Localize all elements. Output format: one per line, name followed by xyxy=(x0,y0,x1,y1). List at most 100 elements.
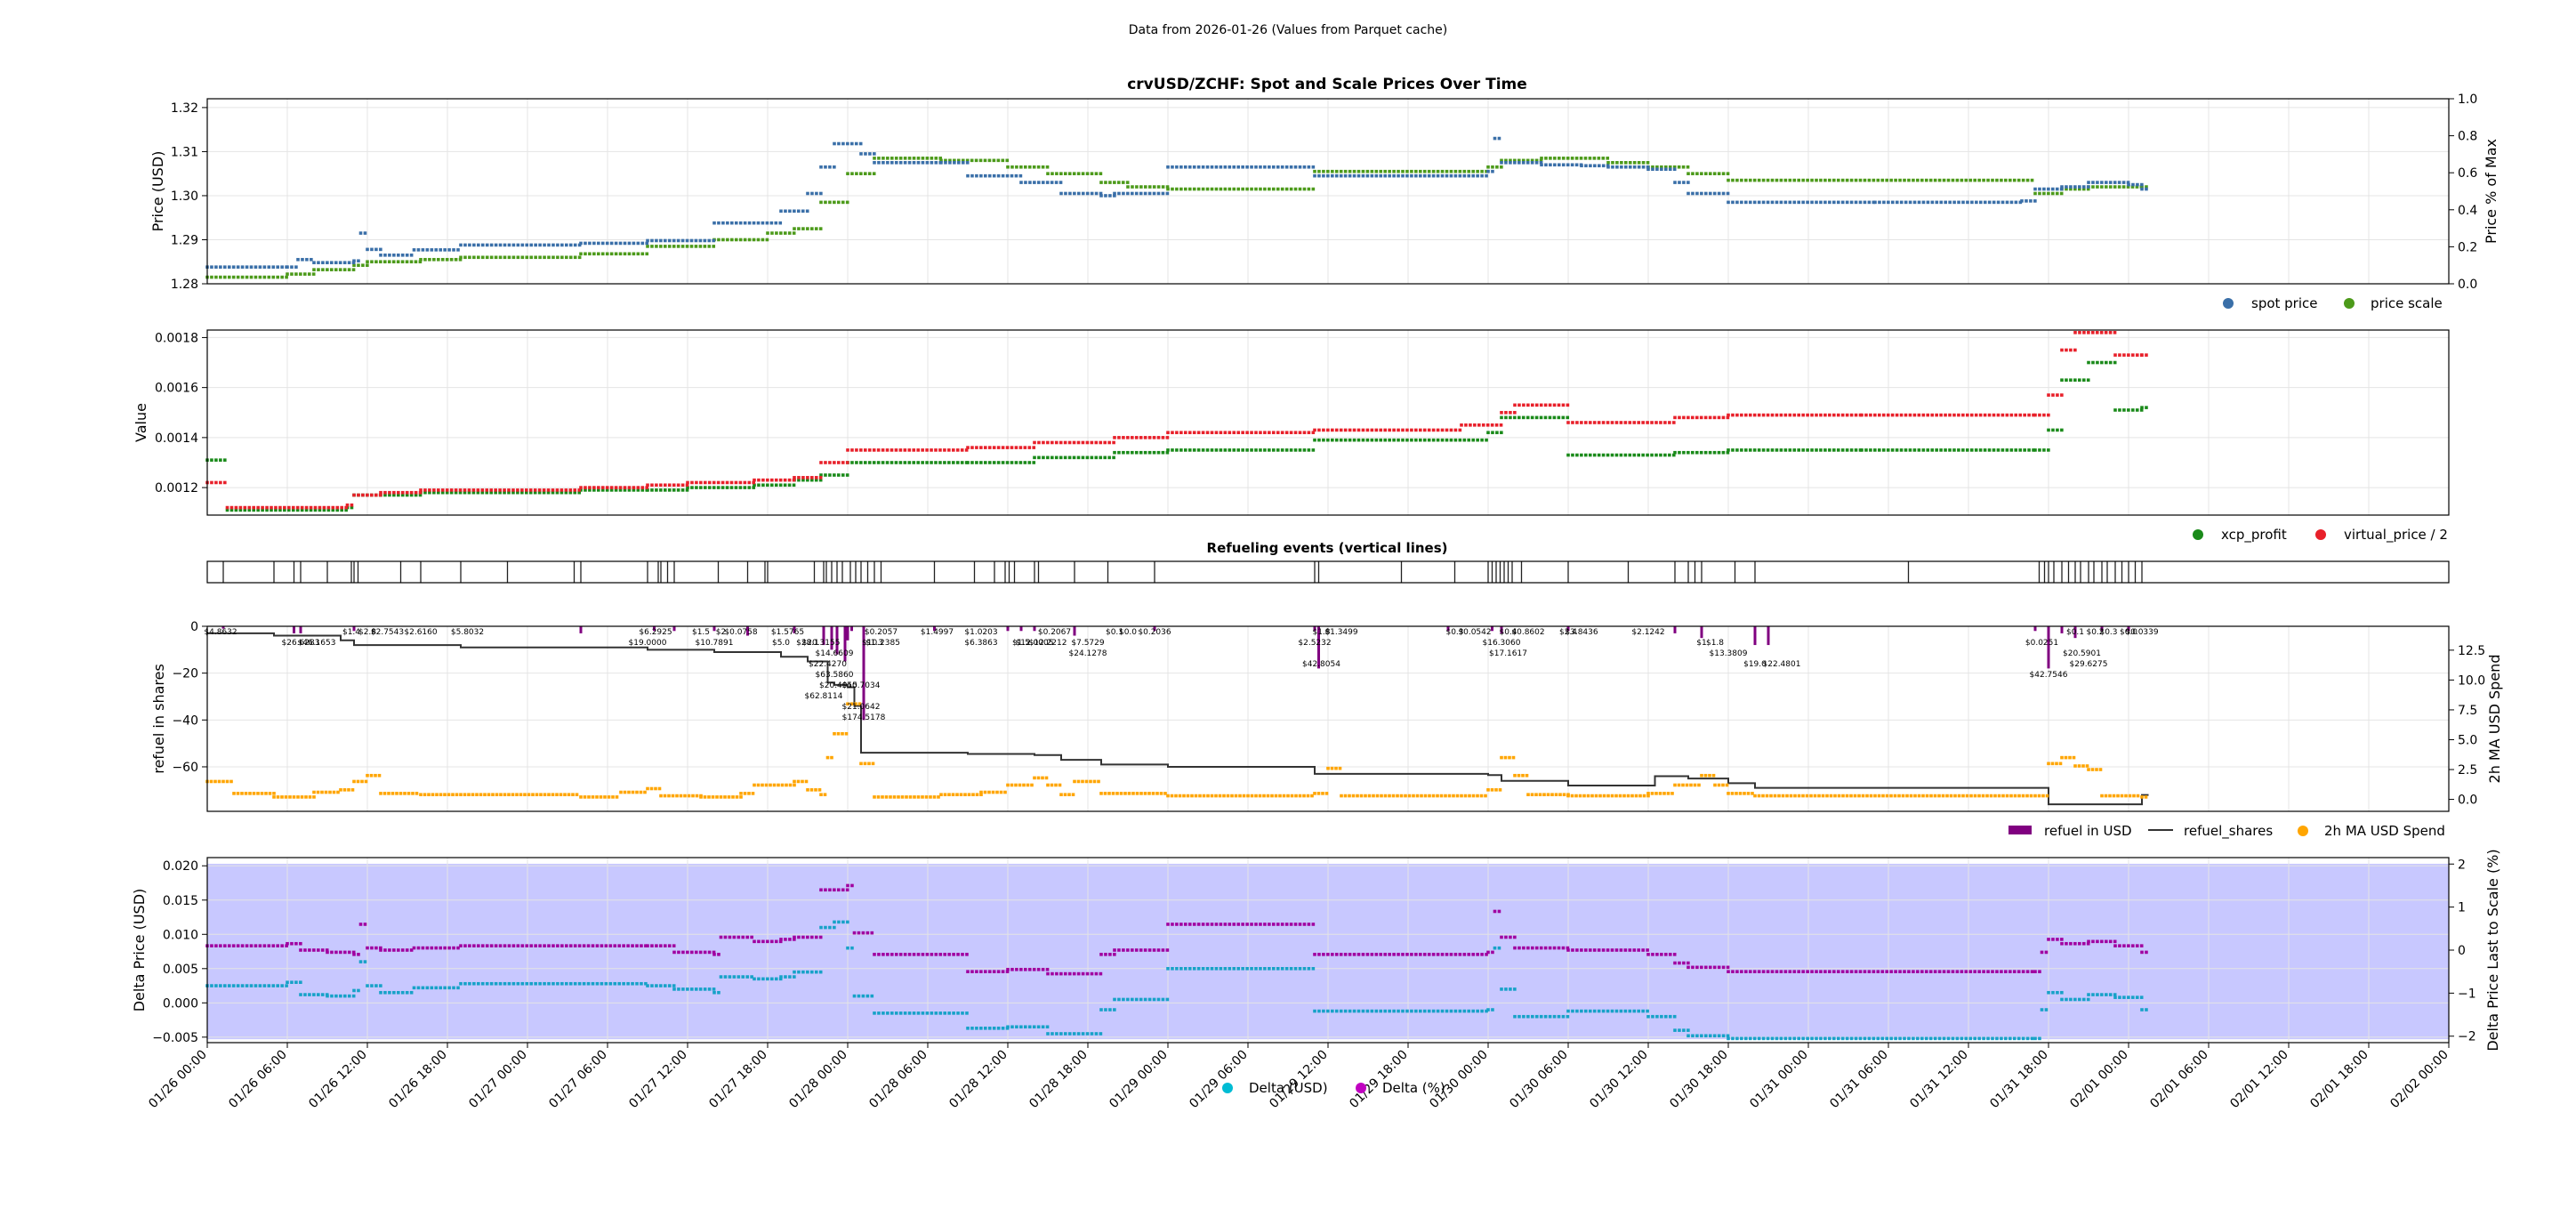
delta-usd-point xyxy=(1740,1036,1743,1041)
delta-usd-point xyxy=(1326,1009,1330,1013)
ma-usd-point xyxy=(1135,792,1139,795)
ma-usd-point xyxy=(1290,794,1294,798)
xcp-profit-point xyxy=(383,493,387,497)
ma-usd-point xyxy=(1817,794,1821,798)
delta-usd-point xyxy=(1668,1014,1672,1019)
xcp-profit-point xyxy=(1766,448,1770,452)
ma-usd-point xyxy=(723,795,727,799)
delta-pct-point xyxy=(299,948,302,952)
delta-pct-point xyxy=(529,944,533,947)
delta-usd-point xyxy=(1779,1036,1783,1041)
ma-usd-point xyxy=(1338,766,1342,770)
delta-usd-point xyxy=(1775,1036,1779,1041)
xcp-profit-point xyxy=(1322,438,1325,442)
ma-usd-point xyxy=(1727,792,1730,795)
xcp-profit-point xyxy=(2139,408,2144,412)
delta-usd-point xyxy=(379,984,382,987)
price-scale-point xyxy=(605,252,609,256)
ma-usd-point xyxy=(671,794,675,798)
delta-usd-point xyxy=(1960,1036,1964,1041)
delta-pct-point xyxy=(1036,967,1041,971)
spot-price-point xyxy=(379,254,382,257)
virtual-price-point xyxy=(352,493,356,497)
delta-usd-point xyxy=(1828,1036,1831,1041)
virtual-price-point xyxy=(1131,436,1134,439)
ma-usd-point xyxy=(342,788,347,792)
delta-pct-point xyxy=(258,944,262,947)
xcp-profit-point xyxy=(1646,453,1649,457)
virtual-price-point xyxy=(1401,428,1405,432)
delta-usd-point xyxy=(833,925,836,930)
spot-price-point xyxy=(2009,200,2014,205)
xcp-profit-point xyxy=(445,490,449,495)
price-scale-point xyxy=(2081,187,2086,191)
xcp-profit-point xyxy=(1935,448,1938,452)
ma-usd-point xyxy=(836,731,841,736)
delta-pct-point xyxy=(1064,971,1067,976)
xcp-profit-point xyxy=(1726,450,1730,455)
spot-price-point xyxy=(214,265,218,269)
delta-pct-point xyxy=(1147,948,1152,952)
delta-usd-point xyxy=(1678,1028,1681,1032)
delta-pct-point xyxy=(1427,953,1431,956)
delta-usd-point xyxy=(1995,1036,1999,1041)
refuel-usd-bar xyxy=(846,626,849,641)
ma-usd-point xyxy=(2021,794,2025,798)
delta-pct-point xyxy=(723,935,728,939)
ma-usd-point xyxy=(1463,794,1468,798)
spot-price-point xyxy=(1236,165,1240,169)
delta-pct-point xyxy=(1171,923,1174,926)
xcp-profit-point xyxy=(2069,378,2073,383)
price-scale-point xyxy=(592,252,596,256)
spot-price-point xyxy=(1041,181,1045,184)
xcp-profit-point xyxy=(1521,415,1525,420)
delta-pct-point xyxy=(1284,923,1289,926)
delta-usd-point xyxy=(1117,997,1121,1002)
panel-prices-ylabel: Price (USD) xyxy=(149,151,166,232)
price-scale-point xyxy=(925,157,930,160)
xcp-profit-point xyxy=(970,461,974,464)
ma-usd-point xyxy=(897,795,900,799)
xcp-profit-point xyxy=(1467,438,1471,442)
delta-usd-point xyxy=(737,975,741,979)
delta-pct-point xyxy=(1632,948,1637,952)
delta-usd-point xyxy=(2087,993,2090,996)
ma-usd-point xyxy=(1372,794,1375,798)
price-scale-point xyxy=(1045,165,1050,169)
xcp-profit-point xyxy=(1917,448,1921,452)
virtual-price-point xyxy=(1823,413,1827,417)
delta-pct-point xyxy=(737,935,741,939)
delta-usd-point xyxy=(1289,967,1293,971)
xcp-profit-point xyxy=(845,473,849,477)
spot-price-point xyxy=(779,209,783,214)
delta-pct-point xyxy=(1748,970,1752,973)
ma-usd-point xyxy=(447,793,451,797)
delta-pct-point xyxy=(667,944,672,947)
delta-pct-point xyxy=(556,944,559,947)
virtual-price-point xyxy=(1356,428,1361,432)
spot-price-point xyxy=(1891,200,1895,205)
virtual-price-point xyxy=(2131,353,2135,357)
price-scale-point xyxy=(560,255,564,260)
x-tick-label: 01/27 06:00 xyxy=(546,1048,610,1112)
price-scale-point xyxy=(321,268,325,271)
price-scale-point xyxy=(1686,172,1690,175)
price-scale-point xyxy=(440,257,445,262)
ma-usd-point xyxy=(583,795,587,799)
ma-usd-point xyxy=(1364,794,1367,798)
price-scale-point xyxy=(1152,185,1156,189)
virtual-price-point xyxy=(1464,423,1468,427)
spot-price-point xyxy=(1431,173,1436,178)
xcp-profit-point xyxy=(867,461,872,464)
xcp-profit-point xyxy=(810,478,814,482)
xcp-profit-point xyxy=(409,493,414,497)
price-scale-point xyxy=(1937,178,1942,182)
virtual-price-point xyxy=(992,446,996,449)
delta-pct-point xyxy=(761,939,765,944)
ma-usd-point xyxy=(611,795,615,799)
delta-usd-point xyxy=(841,920,845,924)
delta-usd-point xyxy=(1592,1009,1597,1013)
spot-price-point xyxy=(2096,181,2099,184)
xcp-profit-point xyxy=(449,490,454,495)
